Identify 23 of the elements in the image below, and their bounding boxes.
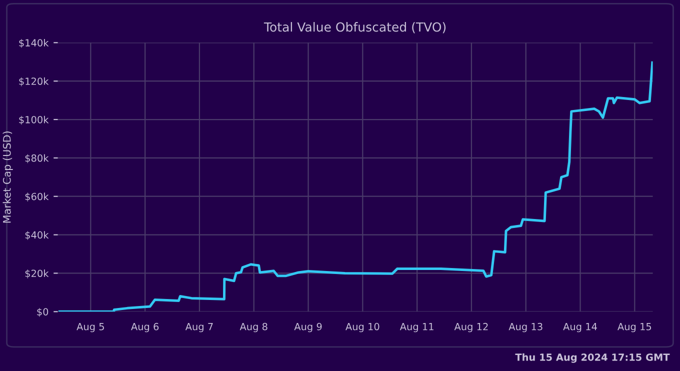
chart-title: Total Value Obfuscated (TVO): [264, 22, 446, 34]
x-tick-label: Aug 6: [131, 322, 159, 332]
y-tick-label: $140k: [19, 38, 49, 48]
y-tick-label: $40k: [25, 231, 49, 240]
y-tick-label: $80k: [25, 154, 49, 164]
y-tick-label: $60k: [25, 192, 49, 202]
x-tick-label: Aug 10: [346, 322, 380, 332]
x-tick-label: Aug 7: [185, 323, 213, 332]
x-tick-label: Aug 12: [454, 322, 488, 332]
y-tick-label: $120k: [19, 77, 49, 86]
x-tick-label: Aug 8: [240, 322, 268, 332]
x-tick-label: Aug 11: [400, 323, 434, 332]
x-tick-label: Aug 14: [563, 323, 597, 332]
text: Thu 15 Aug 2024 17:15 GMT: [515, 353, 670, 363]
y-tick-label: $20k: [25, 270, 49, 278]
x-tick-label: Aug 15: [618, 323, 652, 332]
x-tick-label: Aug 13: [508, 322, 542, 332]
x-tick-label: Aug 9: [294, 322, 322, 332]
y-tick-label: $0: [37, 308, 48, 317]
line-series: [58, 61, 653, 312]
x-tick-label: Aug 5: [76, 323, 104, 332]
y-tick-label: $100k: [19, 116, 49, 125]
y-axis-title: Market Cap (USD): [2, 132, 13, 223]
